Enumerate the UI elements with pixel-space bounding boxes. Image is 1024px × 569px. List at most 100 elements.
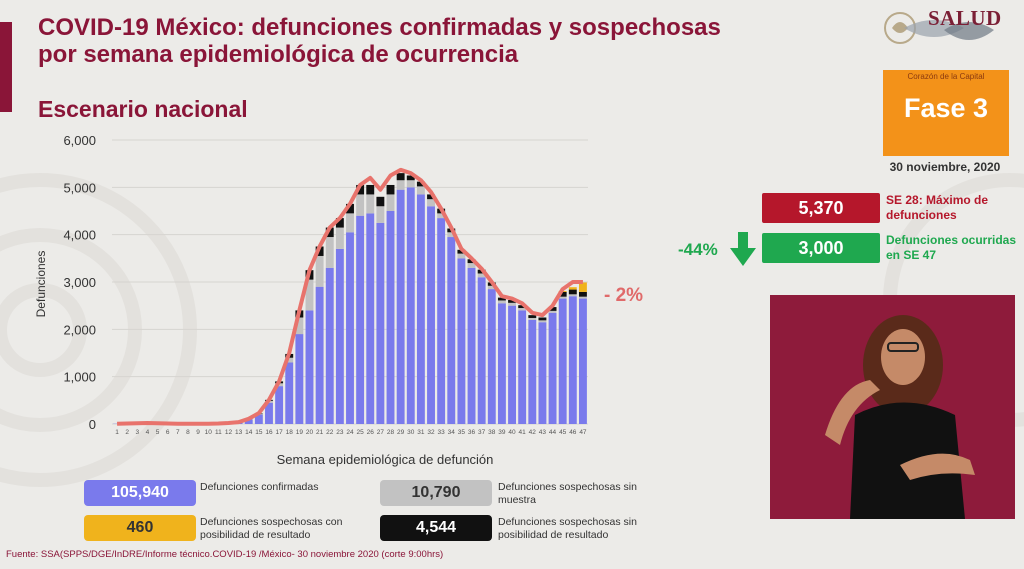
y-tick-label: 1,000 xyxy=(63,370,96,385)
bar-segment xyxy=(528,315,537,318)
bar-segment xyxy=(568,289,577,295)
bar-segment xyxy=(325,227,334,238)
bar-segment xyxy=(568,294,577,297)
bar-segment xyxy=(376,206,385,223)
bar-segment xyxy=(578,296,587,299)
y-tick-label: 2,000 xyxy=(63,322,96,337)
scenario-subtitle: Escenario nacional xyxy=(38,96,248,122)
interpreter-figure xyxy=(825,315,975,519)
bar-segment xyxy=(366,184,375,195)
bar-segment xyxy=(254,414,263,424)
bar-segment xyxy=(335,227,344,249)
bar-segment xyxy=(346,232,354,424)
bar-segment xyxy=(528,317,537,320)
x-tick-label: 36 xyxy=(468,429,476,436)
x-tick-label: 16 xyxy=(265,429,273,436)
x-tick-label: 12 xyxy=(225,429,233,436)
x-tick-label: 41 xyxy=(519,429,527,436)
y-tick-label: 0 xyxy=(89,417,96,432)
x-tick-label: 39 xyxy=(498,429,506,436)
bar-segment xyxy=(528,319,537,424)
x-tick-label: 31 xyxy=(417,429,425,436)
bar-segment xyxy=(457,258,466,424)
legend-no-result-value: 4,544 xyxy=(380,515,492,541)
bar-segment xyxy=(315,286,324,424)
x-tick-label: 34 xyxy=(448,429,456,436)
x-tick-label: 5 xyxy=(156,429,160,436)
x-tick-label: 43 xyxy=(539,429,547,436)
bar-segment xyxy=(487,289,496,424)
x-tick-label: 30 xyxy=(407,429,415,436)
x-tick-label: 1 xyxy=(115,429,119,436)
bar-segment xyxy=(497,303,506,424)
bar-segment xyxy=(558,298,567,424)
bar-segment xyxy=(376,196,385,207)
bar-segment xyxy=(538,322,547,424)
title-line-2: por semana epidemiológica de ocurrencia xyxy=(38,41,519,68)
bar-segment xyxy=(427,206,435,424)
phase-caption: Corazón de la Capital xyxy=(907,72,985,81)
y-tick-label: 4,000 xyxy=(63,228,96,243)
x-tick-label: 32 xyxy=(427,429,435,436)
bar-segment xyxy=(578,298,587,424)
change-from-peak-pct: -44% xyxy=(678,240,718,259)
x-tick-label: 13 xyxy=(235,429,243,436)
current-week-note: Defunciones ocurridas en SE 47 xyxy=(886,233,1017,262)
bar-segment xyxy=(568,287,577,290)
bar-segment xyxy=(406,180,415,188)
bar-segment xyxy=(396,189,405,424)
bar-segment xyxy=(386,194,395,211)
bar-segment xyxy=(285,357,294,363)
bar-segment xyxy=(427,199,435,207)
bar-segment xyxy=(578,282,587,292)
x-tick-label: 2 xyxy=(125,429,129,436)
x-tick-label: 37 xyxy=(478,429,486,436)
bar-segment xyxy=(295,317,304,335)
bar-segment xyxy=(508,305,516,424)
bar-segment xyxy=(578,291,587,297)
bar-segment xyxy=(325,267,334,424)
bar-segment xyxy=(396,180,405,190)
legend-no-sample-value: 10,790 xyxy=(380,480,492,506)
total-deaths-line xyxy=(117,167,583,426)
bar-segment xyxy=(315,255,324,287)
bar-segment xyxy=(467,263,476,268)
bar-segment xyxy=(335,248,344,424)
bar-segment xyxy=(356,215,365,424)
bar-segment xyxy=(508,299,516,303)
x-tick-label: 19 xyxy=(296,429,304,436)
bar-segment xyxy=(487,285,496,290)
bar-segment xyxy=(406,187,415,424)
bar-segment xyxy=(538,320,547,323)
x-tick-label: 8 xyxy=(186,429,190,436)
bar-segment xyxy=(396,173,405,181)
x-tick-label: 40 xyxy=(508,429,516,436)
y-tick-label: 6,000 xyxy=(63,133,96,148)
x-tick-label: 14 xyxy=(245,429,253,436)
arrow-down-icon xyxy=(730,232,756,266)
x-tick-label: 20 xyxy=(306,429,314,436)
bar-segment xyxy=(366,213,375,424)
title-accent-bar xyxy=(0,22,12,112)
x-tick-label: 15 xyxy=(255,429,263,436)
x-tick-label: 17 xyxy=(275,429,283,436)
x-tick-label: 4 xyxy=(146,429,150,436)
x-tick-label: 38 xyxy=(488,429,496,436)
bar-segment xyxy=(538,317,547,321)
bar-segment xyxy=(568,296,577,424)
bar-segment xyxy=(406,175,415,181)
bar-segment xyxy=(346,213,354,233)
bar-segment xyxy=(558,296,567,299)
bar-segment xyxy=(416,186,425,195)
x-tick-label: 26 xyxy=(367,429,375,436)
salud-logo-text: SALUD xyxy=(928,6,1002,30)
legend-no-sample-label: Defunciones sospechosas sin muestra xyxy=(498,481,637,506)
bar-segment xyxy=(518,305,527,309)
legend-confirmed-label: Defunciones confirmadas xyxy=(200,481,319,493)
bar-segment xyxy=(305,310,314,424)
x-tick-label: 21 xyxy=(316,429,324,436)
bar-segment xyxy=(477,277,486,424)
legend-pending-value: 460 xyxy=(84,515,196,541)
legend-pending-label: Defunciones sospechosas con posibilidad … xyxy=(200,516,343,541)
